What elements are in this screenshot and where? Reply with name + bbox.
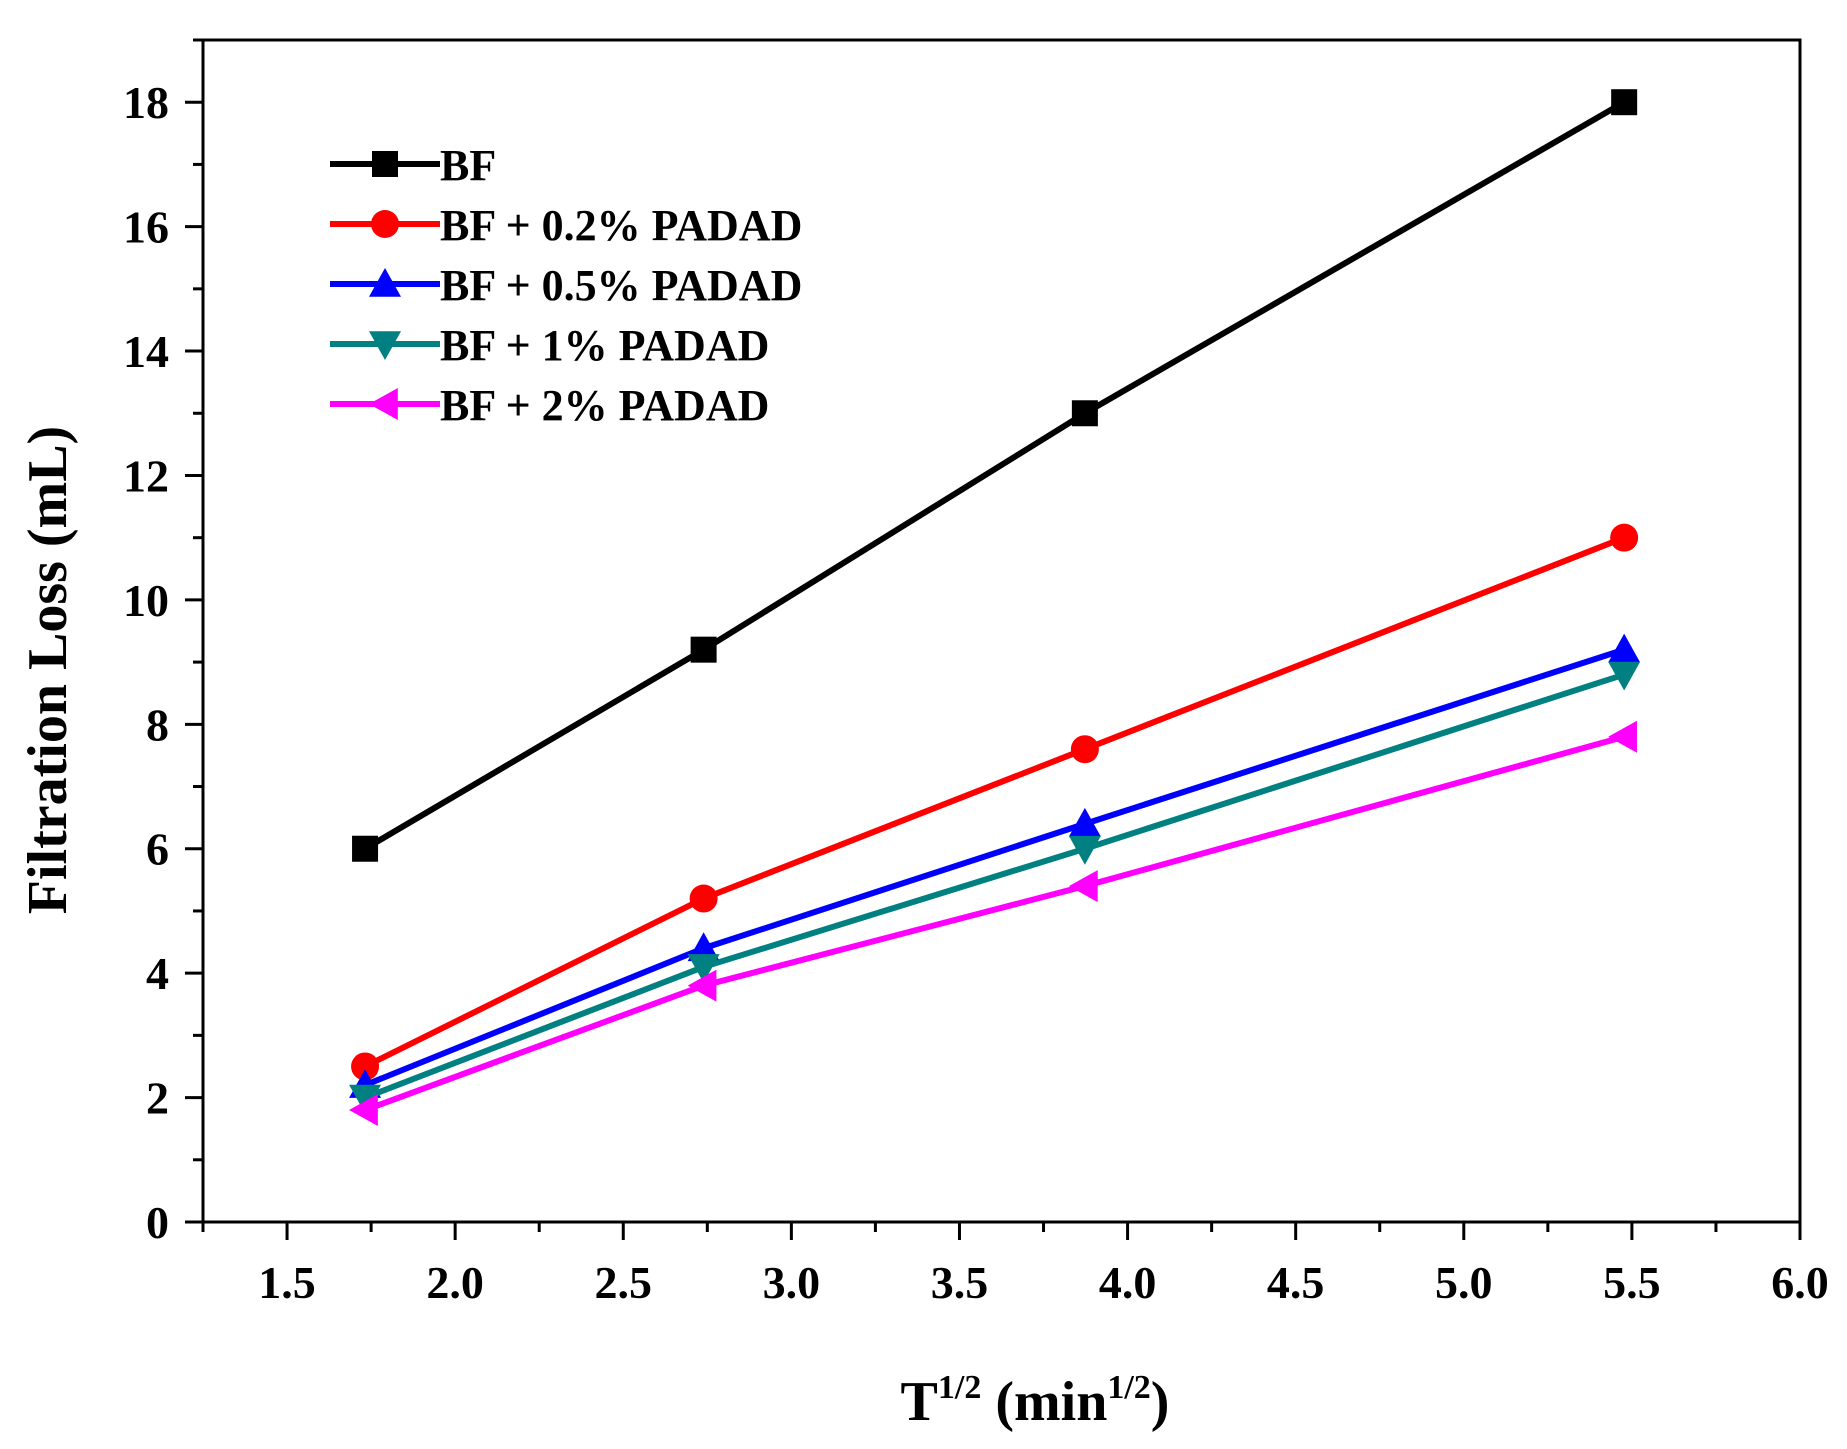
y-tick-label: 10 — [123, 575, 169, 626]
data-point — [687, 932, 720, 962]
legend-entry-bf-2-padad: BF + 2% PADAD — [330, 381, 769, 430]
x-tick-label: 4.5 — [1267, 1257, 1325, 1308]
y-tick-label: 8 — [146, 699, 169, 750]
y-tick-label: 14 — [123, 326, 169, 377]
x-axis-title-unit-sup: 1/2 — [1107, 1369, 1150, 1406]
data-point — [351, 1052, 380, 1081]
x-tick-label: 3.5 — [931, 1257, 989, 1308]
series-line — [363, 646, 1626, 1088]
data-point — [1608, 661, 1641, 691]
series-line — [364, 733, 1625, 1113]
series-line — [363, 534, 1626, 1070]
y-tick-label: 12 — [123, 450, 169, 501]
data-point — [1068, 835, 1101, 865]
x-axis-title-base-sup: 1/2 — [938, 1369, 981, 1406]
series-bf-1-padad — [349, 661, 1641, 1114]
legend-marker — [369, 268, 401, 297]
data-point — [690, 636, 717, 663]
x-tick-label: 2.0 — [426, 1257, 484, 1308]
y-tick-label: 0 — [146, 1197, 169, 1248]
x-axis-title-unit-open: (min — [981, 1371, 1107, 1433]
x-tick-label: 5.5 — [1603, 1257, 1661, 1308]
x-tick-label: 4.0 — [1099, 1257, 1157, 1308]
data-point — [1608, 633, 1641, 663]
legend-marker — [369, 331, 401, 360]
x-tick-label: 2.5 — [595, 1257, 653, 1308]
data-point — [349, 1084, 382, 1114]
y-tick-label: 2 — [146, 1073, 169, 1124]
data-point — [689, 884, 718, 913]
legend-label: BF + 0.5% PADAD — [440, 261, 802, 310]
series-bf — [352, 89, 1638, 862]
legend-label: BF + 2% PADAD — [440, 381, 769, 430]
data-point — [349, 1094, 378, 1127]
legend-marker — [371, 210, 399, 238]
data-point — [1071, 400, 1098, 427]
y-tick-label: 16 — [123, 202, 169, 253]
y-tick-label: 6 — [146, 824, 169, 875]
data-point — [1068, 807, 1101, 837]
x-tick-label: 6.0 — [1771, 1257, 1829, 1308]
legend-label: BF — [440, 141, 496, 190]
legend-entry-bf-0-2-padad: BF + 0.2% PADAD — [330, 201, 802, 250]
x-axis-title-unit-close: ) — [1151, 1371, 1170, 1433]
series-line — [363, 99, 1626, 852]
x-tick-label: 1.5 — [258, 1257, 316, 1308]
x-axis-title: T1/2 (min1/2) — [901, 1369, 1170, 1433]
legend-marker — [372, 151, 398, 177]
y-tick-label: 4 — [146, 948, 169, 999]
data-point — [687, 954, 720, 983]
data-point — [1610, 523, 1639, 552]
x-axis-title-base: T — [901, 1371, 938, 1433]
x-tick-label: 5.0 — [1435, 1257, 1493, 1308]
data-point — [1611, 89, 1638, 116]
data-point — [687, 969, 717, 1002]
series-bf-0-2-padad — [351, 523, 1639, 1081]
legend-label: BF + 0.2% PADAD — [440, 201, 802, 250]
legend-label: BF + 1% PADAD — [440, 321, 769, 370]
y-axis-title: Filtration Loss (mL) — [17, 426, 79, 914]
legend-entry-bf: BF — [330, 141, 496, 190]
data-point — [352, 835, 379, 862]
legend-entry-bf-0-5-padad: BF + 0.5% PADAD — [330, 261, 802, 310]
data-point — [1070, 735, 1099, 764]
x-tick-label: 3.0 — [763, 1257, 821, 1308]
legend-marker — [369, 388, 398, 420]
data-point — [1068, 870, 1098, 903]
series-bf-2-padad — [349, 720, 1637, 1127]
y-tick-label: 18 — [123, 77, 169, 128]
series-line — [363, 671, 1626, 1101]
legend-entry-bf-1-padad: BF + 1% PADAD — [330, 321, 769, 370]
data-point — [1608, 720, 1637, 753]
plot-area-frame — [201, 38, 1802, 1224]
